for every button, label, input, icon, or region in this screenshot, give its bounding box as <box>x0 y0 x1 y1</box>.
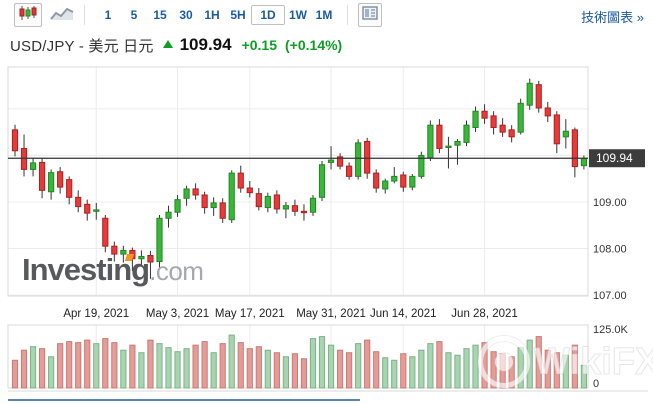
price-change: +0.15 <box>241 37 278 53</box>
interval-1w[interactable]: 1W <box>289 8 307 22</box>
svg-text:107.00: 107.00 <box>593 290 627 302</box>
last-price: 109.94 <box>179 35 232 54</box>
candlestick-chart-icon <box>18 5 38 26</box>
line-chart-icon <box>50 5 74 26</box>
svg-text:Apr 19, 2021: Apr 19, 2021 <box>63 308 129 320</box>
toolbar-separator <box>347 5 348 25</box>
quote-header: USD/JPY - 美元 日元 109.94 +0.15 (+0.14%) <box>10 31 350 59</box>
svg-text:May 17, 2021: May 17, 2021 <box>215 308 285 320</box>
technical-chart-link[interactable]: 技術圖表 » <box>581 10 644 25</box>
quote-panel-icon <box>362 5 378 25</box>
svg-text:Jun 28, 2021: Jun 28, 2021 <box>451 308 518 320</box>
svg-text:May 31, 2021: May 31, 2021 <box>296 308 366 320</box>
interval-1[interactable]: 1 <box>104 8 112 22</box>
interval-5[interactable]: 5 <box>130 8 138 22</box>
up-arrow-icon <box>162 40 173 48</box>
svg-text:May 3, 2021: May 3, 2021 <box>146 308 209 320</box>
svg-text:125.0K: 125.0K <box>593 324 629 336</box>
chart-toolbar: 1 5 15 30 1H 5H 1D 1W 1M 技術圖表 » <box>0 0 653 30</box>
price-change-percent: (+0.14%) <box>285 37 343 53</box>
svg-text:0: 0 <box>593 378 599 390</box>
pair-title: USD/JPY - 美元 日元 <box>10 37 154 55</box>
line-chart-button[interactable] <box>50 4 74 26</box>
interval-5h[interactable]: 5H <box>230 8 246 22</box>
svg-text:109.00: 109.00 <box>593 197 627 209</box>
interval-30[interactable]: 30 <box>179 8 193 22</box>
svg-text:Jun 14, 2021: Jun 14, 2021 <box>370 308 437 320</box>
interval-1d-selected[interactable]: 1D <box>251 5 285 25</box>
interval-1h[interactable]: 1H <box>204 8 220 22</box>
candlestick-chart-button[interactable] <box>14 3 42 27</box>
svg-text:108.00: 108.00 <box>593 244 627 256</box>
bottom-edge-line <box>8 399 360 401</box>
quote-panel-button[interactable] <box>358 3 382 27</box>
interval-buttons: 1 5 15 30 1H 5H 1D 1W 1M <box>95 5 337 25</box>
price-volume-chart[interactable]: 109.94 109.00 108.00 107.00 125.0K 0 Apr 19, 2… <box>0 62 653 404</box>
interval-15[interactable]: 15 <box>153 8 167 22</box>
toolbar-separator <box>84 5 85 25</box>
interval-1m[interactable]: 1M <box>315 8 333 22</box>
svg-text:109.94: 109.94 <box>596 151 633 165</box>
